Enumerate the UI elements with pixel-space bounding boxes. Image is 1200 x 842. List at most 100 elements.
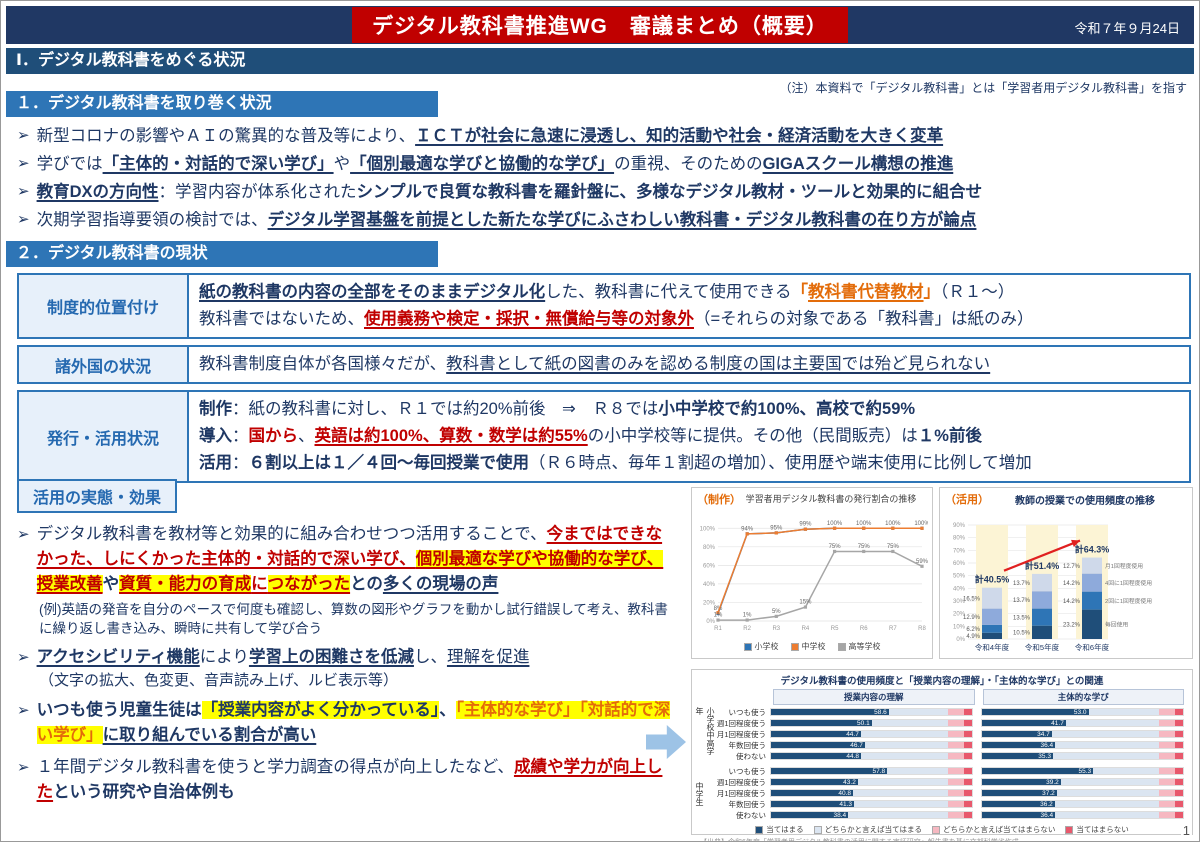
bullet-text: １年間デジタル教科書を使うと学力調査の得点が向上したなど、成績や学力が向上したと… [36, 758, 663, 801]
arrow-bullet-icon: ➢ [17, 702, 30, 719]
svg-text:75%: 75% [858, 544, 871, 550]
production-chart-panel: （制作） 学習者用デジタル教科書の発行割合の推移 0% 20% 40% 60% 80% 1… [691, 487, 933, 659]
svg-text:2回に1回程度使用: 2回に1回程度使用 [1105, 597, 1152, 605]
line-chart-legend: 小学校 中学校 高等学校 [692, 641, 932, 652]
correlation-chart-title: デジタル教科書の使用頻度と「授業内容の理解」・「主体的な学び」との関連 [780, 676, 1104, 687]
svg-text:23.2%: 23.2% [1063, 623, 1081, 629]
svg-text:100%: 100% [914, 521, 928, 527]
svg-text:99%: 99% [799, 522, 812, 528]
svg-text:R5: R5 [831, 626, 839, 632]
svg-text:12.7%: 12.7% [1063, 564, 1081, 570]
svg-text:50%: 50% [953, 574, 966, 580]
svg-text:R2: R2 [743, 626, 751, 632]
arrow-bullet-icon: ➢ [17, 183, 30, 200]
svg-text:15%: 15% [799, 600, 812, 606]
svg-text:10.5%: 10.5% [1013, 631, 1031, 637]
svg-text:4.9%: 4.9% [966, 634, 980, 640]
svg-text:計64.3%: 計64.3% [1075, 544, 1110, 555]
svg-text:100%: 100% [700, 526, 716, 532]
effects-bullet: ➢ いつも使う児童生徒は「授業内容がよく分かっている」、「主体的な学び」「対話的… [17, 698, 675, 748]
svg-text:14.2%: 14.2% [1063, 599, 1081, 605]
row-content: 教科書制度自体が各国様々だが、教科書として紙の図書のみを認める制度の国は主要国で… [189, 347, 1189, 382]
panel-title-comprehension: 授業内容の理解 [773, 689, 975, 705]
svg-text:40%: 40% [953, 586, 966, 592]
subsection-heading-context: １．デジタル教科書を取り巻く状況 [6, 91, 438, 117]
svg-text:0%: 0% [706, 619, 715, 625]
svg-text:1%: 1% [743, 613, 752, 619]
arrow-bullet-icon: ➢ [17, 127, 30, 144]
slide-date: 令和７年９月24日 [1074, 21, 1180, 36]
svg-text:10%: 10% [953, 624, 966, 630]
row-content: 制作：紙の教科書に対し、Ｒ１では約20%前後 ⇒ Ｒ８では小中学校で約100%、… [189, 392, 1189, 481]
context-bullets: ➢ 新型コロナの影響やＡＩの驚異的な普及等により、ＩＣＴが社会に急速に浸透し、知… [17, 122, 1191, 234]
svg-text:95%: 95% [770, 525, 783, 531]
bullet-text: 次期学習指導要領の検討では、デジタル学習基盤を前提とした新たな学びにふさわしい教… [36, 211, 977, 229]
correlation-chart-panel: デジタル教科書の使用頻度と「授業内容の理解」・「主体的な学び」との関連 授業内容… [691, 669, 1193, 841]
arrow-bullet-icon: ➢ [17, 526, 30, 543]
svg-text:毎回使用: 毎回使用 [1105, 621, 1128, 629]
effects-heading: 活用の実態・効果 [17, 479, 178, 513]
table-row-publication-usage: 発行・活用状況 制作：紙の教科書に対し、Ｒ１では約20%前後 ⇒ Ｒ８では小中学… [17, 390, 1191, 483]
panel-title-proactive-learning: 主体的な学び [982, 689, 1184, 705]
svg-text:40%: 40% [703, 582, 716, 588]
row-line: 教科書制度自体が各国様々だが、教科書として紙の図書のみを認める制度の国は主要国で… [199, 355, 991, 373]
usage-stacked-bar-chart: 0% 10% 20% 30% 40% 50% 60% 70% 80% 90% 4.9%6.2% 12.… [953, 523, 1152, 652]
svg-text:13.7%: 13.7% [1013, 598, 1031, 604]
group-labels: 小学校中高学年 中学生 [694, 707, 715, 821]
row-line: 紙の教科書の内容の全部をそのままデジタル化した、教科書に代えて使用できる「教科書… [199, 283, 1015, 301]
svg-text:75%: 75% [829, 544, 842, 550]
row-content: 紙の教科書の内容の全部をそのままデジタル化した、教科書に代えて使用できる「教科書… [189, 275, 1189, 337]
svg-text:20%: 20% [703, 600, 716, 606]
svg-text:90%: 90% [953, 523, 966, 529]
subsection-heading-current-status: ２．デジタル教科書の現状 [6, 241, 438, 267]
svg-text:100%: 100% [885, 521, 901, 527]
svg-text:1%: 1% [714, 613, 723, 619]
svg-text:6.2%: 6.2% [966, 627, 980, 633]
svg-text:13.7%: 13.7% [1013, 581, 1031, 587]
svg-text:R6: R6 [860, 626, 868, 632]
svg-text:13.5%: 13.5% [1013, 615, 1031, 621]
effects-bullet: ➢ １年間デジタル教科書を使うと学力調査の得点が向上したなど、成績や学力が向上し… [17, 755, 675, 805]
correlation-bar-rows: いつも使う 58.6 53.0 週1回程度使う 50.1 41.7 月1回程度使う 44.7 3… [708, 707, 1184, 821]
table-row-legal-status: 制度的位置付け 紙の教科書の内容の全部をそのままデジタル化した、教科書に代えて使… [17, 273, 1191, 339]
group-label-junior-high: 中学生 [695, 781, 704, 806]
usage-tag: （活用） [945, 494, 989, 506]
svg-text:75%: 75% [887, 544, 900, 550]
bullet-text: アクセシビリティ機能により学習上の困難さを低減し、理解を促進 [36, 648, 530, 666]
svg-text:R7: R7 [889, 626, 897, 632]
slide-title: デジタル教科書推進WG 審議まとめ（概要） [352, 7, 848, 43]
svg-text:30%: 30% [953, 599, 966, 605]
svg-text:0%: 0% [956, 637, 965, 643]
section-heading-1: Ⅰ．デジタル教科書をめぐる状況 [6, 48, 1194, 74]
svg-text:20%: 20% [953, 612, 966, 618]
bullet-row: ➢ 学びでは「主体的・対話的で深い学び」や「個別最適な学びと協働的な学び」の重視… [17, 150, 1191, 178]
row-label: 制度的位置付け [19, 275, 189, 337]
group-label-elementary: 小学校中高学年 [695, 707, 715, 755]
svg-text:70%: 70% [953, 548, 966, 554]
svg-text:59%: 59% [916, 559, 928, 565]
svg-text:令和6年度: 令和6年度 [1075, 642, 1110, 652]
production-line-chart: 0% 20% 40% 60% 80% 100% R1 R2 R3 R4 R5 R6 R7 R8 8% 94% 9… [700, 521, 931, 632]
correlation-chart-legend: 当てはまる どちらかと言えば当てはまる どちらかと言えば当てはまらない 当てはまらない [692, 824, 1192, 835]
correlation-panel-headers: 授業内容の理解 主体的な学び [708, 689, 1184, 705]
header-bar: デジタル教科書推進WG 審議まとめ（概要） 令和７年９月24日 [6, 6, 1194, 44]
bullet-row: ➢ 教育DXの方向性：学習内容が体系化されたシンプルで良質な教科書を羅針盤に、多… [17, 178, 1191, 206]
row-line: 活用：６割以上は１／４回～毎回授業で使用（Ｒ６時点、毎年１割超の増加）、使用歴や… [199, 454, 1032, 472]
row-label: 発行・活用状況 [19, 392, 189, 481]
svg-text:計51.4%: 計51.4% [1025, 560, 1060, 571]
bullet-text: 学びでは「主体的・対話的で深い学び」や「個別最適な学びと協働的な学び」の重視、そ… [36, 155, 954, 173]
effects-section: ➢ デジタル教科書を教材等と効果的に組み合わせつつ活用することで、今まではできな… [17, 515, 675, 805]
svg-text:R4: R4 [802, 626, 810, 632]
arrow-bullet-icon: ➢ [17, 649, 30, 666]
svg-text:計40.5%: 計40.5% [975, 574, 1010, 585]
svg-text:月1回程度使用: 月1回程度使用 [1105, 562, 1143, 570]
svg-text:80%: 80% [953, 536, 966, 542]
row-line: 導入：国から、英語は約100%、算数・数学は約55%の小中学校等に提供。その他（… [199, 427, 982, 445]
usage-chart-title: 教師の授業での使用頻度の推移 [1015, 496, 1155, 507]
svg-text:R3: R3 [772, 626, 780, 632]
correlation-chart-body: 小学校中高学年 中学生 いつも使う 58.6 53.0 週1回程度使う 50.1 41.7… [694, 707, 1184, 821]
usage-chart-panel: （活用） 教師の授業での使用頻度の推移 0% 10% 20% 30% 40% 50% 60%… [939, 487, 1193, 659]
svg-text:8%: 8% [714, 606, 723, 612]
bullet-text: いつも使う児童生徒は「授業内容がよく分かっている」、「主体的な学び」「対話的で深… [36, 701, 671, 744]
row-line: 制作：紙の教科書に対し、Ｒ１では約20%前後 ⇒ Ｒ８では小中学校で約100%、… [199, 400, 916, 418]
